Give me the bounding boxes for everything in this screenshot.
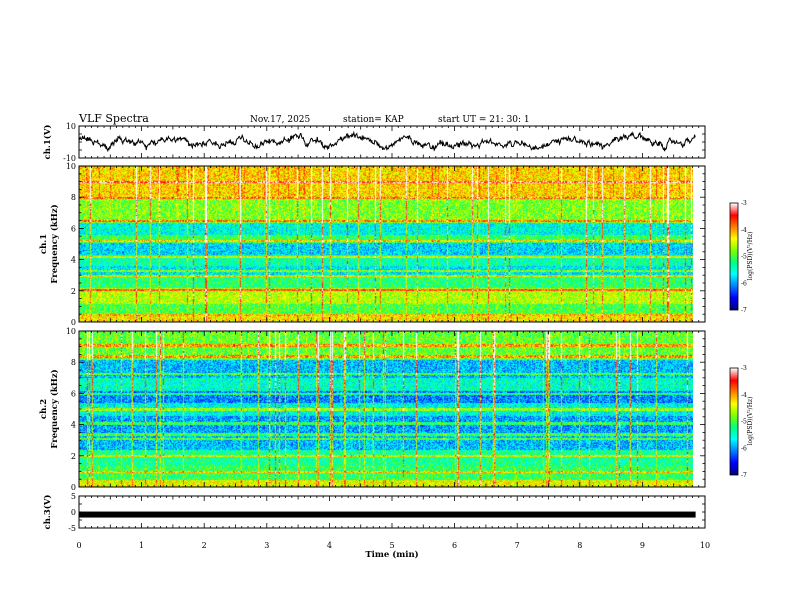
frequency-tick-label: 8 (71, 358, 76, 367)
y-tick-label: -10 (63, 154, 76, 163)
time-axis-label: Time (min) (365, 549, 418, 560)
colorbar-tick-label: -4 (741, 392, 747, 399)
frequency-tick-label: 4 (71, 256, 76, 265)
colorbar-tick-label: -6 (741, 445, 747, 452)
ch2-colorbar-image (730, 368, 738, 475)
time-tick-label: 0 (76, 541, 81, 550)
ch1-waveform-trace (78, 130, 696, 153)
frequency-tick-label: 10 (66, 327, 76, 336)
ch2-spectrogram-image (79, 331, 693, 487)
ch1-colorbar-frame (729, 202, 739, 311)
frequency-tick-label: 2 (71, 452, 76, 461)
time-tick-label: 1 (139, 541, 144, 550)
frequency-tick-label: 2 (71, 287, 76, 296)
y-tick-label: 5 (71, 492, 76, 501)
ch1-colorbar-image (730, 203, 738, 310)
ch2-colorbar-label: log(PSD)(V²/Hz) (747, 397, 754, 446)
time-tick-label: 3 (264, 541, 269, 550)
colorbar-tick-label: -4 (741, 227, 747, 234)
ch2-spectrogram-ylabel-channel: ch.2 (39, 399, 49, 419)
ch2-spectrogram-ylabel-frequency: Frequency (kHz) (49, 369, 60, 448)
ch3-waveform-trace (79, 511, 696, 518)
y-tick-label: 10 (66, 122, 76, 131)
time-tick-label: 8 (577, 541, 582, 550)
colorbar-tick-label: -6 (741, 280, 747, 287)
axis-ticks-group: -3-4-5-6-7-3-4-5-6-70 1 2 3 4 5 6 7 8 9 1010-1050-… (63, 122, 747, 550)
frequency-tick-label: 8 (71, 193, 76, 202)
colorbar-tick-label: -3 (741, 365, 747, 372)
time-tick-label: 4 (327, 541, 332, 550)
time-tick-label: 2 (202, 541, 207, 550)
ch1-spectrogram-image (79, 166, 693, 322)
frequency-tick-label: 0 (71, 483, 76, 492)
y-tick-label: 0 (71, 508, 76, 517)
colorbar-tick-label: -5 (741, 419, 747, 426)
ch3-waveform-ylabel: ch.3(V) (42, 495, 53, 530)
date-label: Nov.17, 2025 (250, 115, 311, 125)
time-tick-label: 10 (700, 541, 710, 550)
time-tick-label: 7 (515, 541, 520, 550)
colorbar-tick-label: -3 (741, 200, 747, 207)
figure-title: VLF Spectra (78, 112, 149, 125)
frequency-tick-label: 0 (71, 318, 76, 327)
ch1-colorbar-label: log(PSD)(V²/Hz) (747, 232, 754, 281)
ch1-spectrogram-ylabel-frequency: Frequency (kHz) (49, 204, 60, 283)
ch2-colorbar-frame (729, 367, 739, 476)
time-tick-label: 9 (640, 541, 645, 550)
colorbar-tick-label: -7 (741, 472, 747, 479)
start-time-label: start UT = 21: 30: 1 (438, 115, 530, 125)
time-tick-label: 5 (389, 541, 394, 550)
ch1-spectrogram-ylabel-channel: ch.1 (39, 234, 49, 254)
colorbar-tick-label: -5 (741, 254, 747, 261)
frequency-tick-label: 4 (71, 421, 76, 430)
ch1-waveform-ylabel: ch.1(V) (42, 125, 53, 160)
frequency-tick-label: 6 (71, 389, 76, 398)
y-tick-label: -5 (68, 524, 76, 533)
frequency-tick-label: 6 (71, 224, 76, 233)
frequency-tick-label: 10 (66, 162, 76, 171)
time-tick-label: 6 (452, 541, 457, 550)
colorbar-tick-label: -7 (741, 307, 747, 314)
station-label: station= KAP (343, 115, 404, 125)
